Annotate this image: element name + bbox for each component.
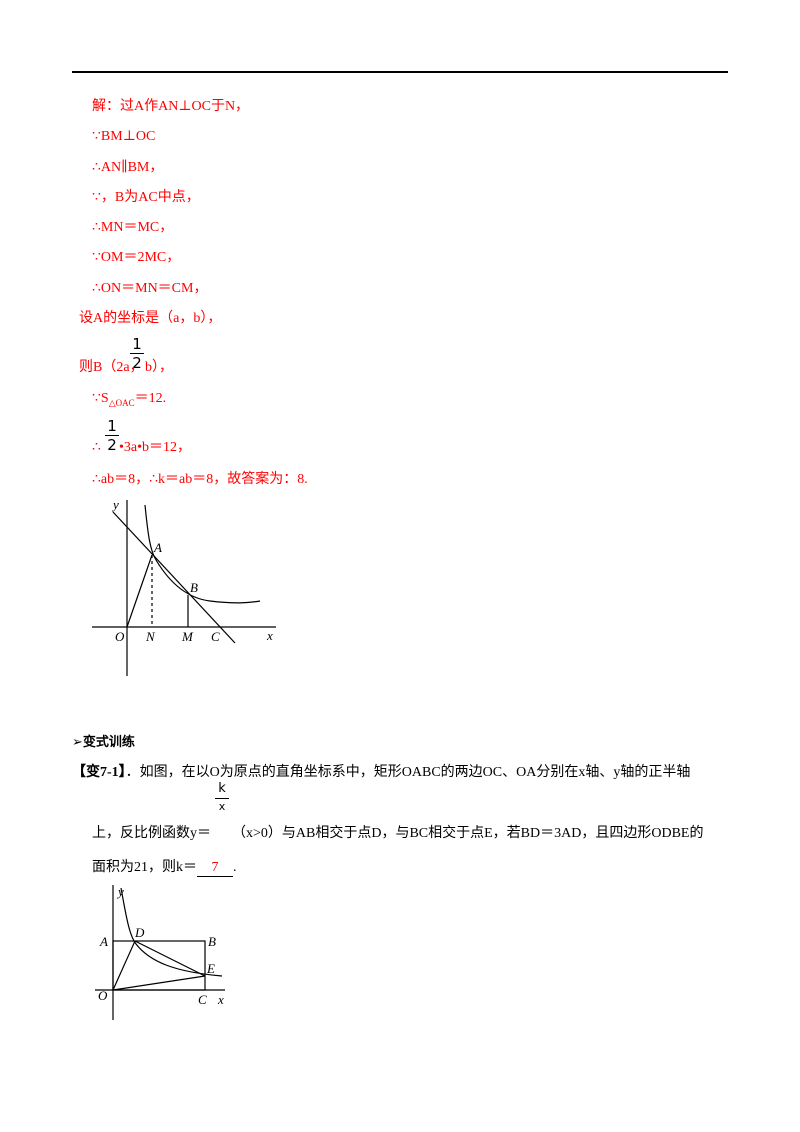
problem-tag: 【变7-1】	[72, 765, 126, 780]
subscript: △OAC	[108, 397, 135, 408]
label: O	[98, 988, 108, 1003]
figure2	[95, 885, 225, 1020]
label: M	[181, 629, 194, 644]
fraction-num: 1	[132, 335, 142, 353]
segment	[134, 940, 206, 977]
solution-line: ∵BM⊥OC	[92, 129, 156, 144]
segment	[112, 940, 136, 991]
solution-line: 解：过A作AN⊥OC于N，	[92, 99, 250, 114]
solution-line: ∴	[92, 440, 101, 455]
fraction-den: 2	[132, 354, 142, 372]
solution-line: 设A的坐标是（a，b），	[79, 311, 222, 326]
label: B	[190, 580, 198, 595]
problem-line: 上，反比例函数y＝	[92, 826, 211, 841]
label: B	[208, 934, 216, 949]
fraction-bar	[105, 435, 119, 436]
solution-line: ∴MN＝MC，	[92, 220, 174, 235]
fraction-bar	[215, 798, 229, 799]
problem-line: （x>0）与AB相交于点D，与BC相交于点E，若BD＝3AD，且四边形ODBE的	[232, 826, 704, 841]
solution-line: ∵S△OAC＝12.	[92, 391, 166, 411]
text: ．如图，在以O为原点的直角坐标系中，矩形OABC的两边OC、OA分别在x轴、y轴…	[125, 765, 691, 780]
solution-line: ∴ab＝8，∴k＝ab＝8，故答案为：8.	[92, 472, 308, 487]
label: A	[153, 540, 162, 555]
solution-line: ∵OM＝2MC，	[92, 250, 181, 265]
section-title: ➢变式训练	[72, 735, 135, 750]
fraction-den: 2	[107, 436, 117, 454]
solution-line: b），	[145, 360, 173, 375]
text: ＝12.	[134, 391, 167, 406]
fraction-den: x	[218, 800, 226, 813]
curve	[120, 887, 223, 977]
label: C	[211, 629, 220, 644]
segment	[112, 975, 206, 991]
label: C	[198, 992, 207, 1007]
rectangle	[112, 940, 206, 991]
label: A	[99, 934, 108, 949]
label: x	[266, 628, 273, 643]
fraction-bar	[130, 353, 144, 354]
segment	[126, 554, 153, 628]
solution-line: ∴ON＝MN＝CM，	[92, 281, 208, 296]
fraction-num: 1	[107, 417, 117, 435]
problem-line: 【变7-1】．如图，在以O为原点的直角坐标系中，矩形OABC的两边OC、OA分别…	[72, 765, 690, 781]
answer: 7	[197, 860, 233, 877]
top-rule	[72, 71, 728, 73]
label: O	[115, 629, 125, 644]
curve	[144, 504, 261, 604]
solution-line: •3a•b＝12，	[119, 440, 192, 455]
label: E	[206, 961, 215, 976]
text: ∵S	[92, 391, 109, 406]
text: .	[233, 860, 237, 875]
text: 面积为21，则k＝	[92, 860, 197, 875]
line	[112, 511, 236, 644]
solution-line: ∴AN∥BM，	[92, 160, 164, 175]
label: y	[116, 884, 124, 899]
label: N	[145, 629, 156, 644]
solution-line: 则B（2a，	[79, 360, 144, 375]
label: y	[111, 497, 119, 512]
fraction-num: k	[218, 781, 226, 796]
label: x	[217, 992, 224, 1007]
problem-line: 面积为21，则k＝ 7.	[92, 860, 237, 877]
solution-line: ∵，B为AC中点，	[92, 190, 200, 205]
label: D	[134, 925, 145, 940]
figure1	[92, 500, 276, 676]
